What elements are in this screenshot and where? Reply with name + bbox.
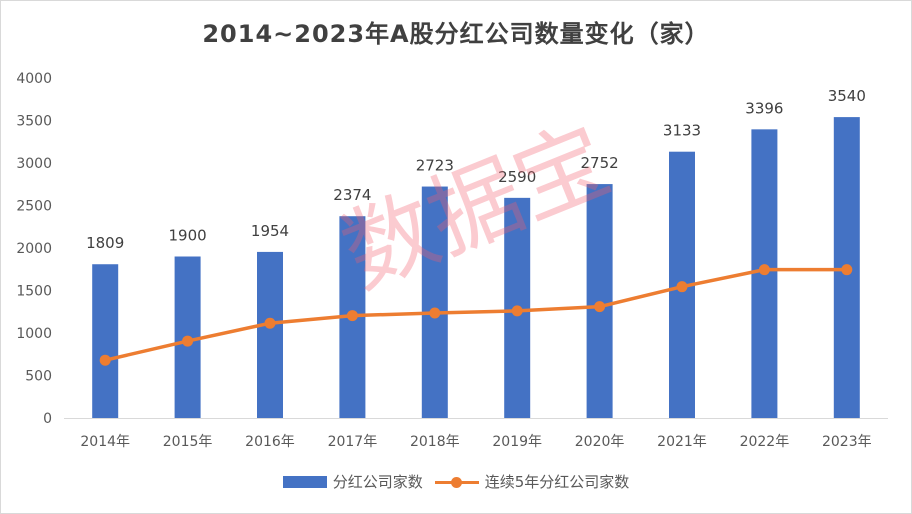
legend-item-line[interactable]: 连续5年分红公司家数: [434, 471, 630, 492]
bar-data-label: 3540: [828, 87, 866, 105]
bar-data-label: 3133: [663, 122, 701, 140]
bar-data-labels: 1809 1900 1954 2374 2723 2590 2752 3133 3396 3540: [86, 87, 866, 252]
line-point[interactable]: [841, 264, 853, 276]
bar-data-label: 2723: [416, 157, 454, 175]
line-series: [99, 264, 853, 366]
x-axis: 2014年 2015年 2016年 2017年 2018年 2019年 2020年 2021年…: [64, 418, 888, 450]
bar[interactable]: [92, 264, 119, 418]
x-tick-label: 2017年: [328, 434, 378, 450]
legend-item-bars[interactable]: 分红公司家数: [282, 471, 423, 492]
y-tick-label: 1000: [16, 326, 52, 342]
chart-legend: 分红公司家数 连续5年分红公司家数: [0, 471, 912, 492]
bar-data-label: 2590: [498, 168, 536, 186]
y-tick-label: 2000: [16, 241, 52, 257]
bar-data-label: 1900: [169, 227, 207, 245]
y-tick-label: 3500: [16, 114, 52, 130]
x-tick-label: 2020年: [575, 434, 625, 450]
bar-data-label: 1809: [86, 234, 124, 252]
legend-line-swatch: [434, 476, 479, 488]
y-axis: 0 500 1000 1500 2000 2500 3000 3500 4000: [16, 71, 52, 427]
x-tick-label: 2018年: [410, 434, 460, 450]
y-tick-label: 1500: [16, 284, 52, 300]
line-point[interactable]: [99, 354, 111, 366]
line-point[interactable]: [264, 317, 276, 329]
x-tick-label: 2019年: [492, 434, 542, 450]
legend-bar-swatch: [282, 475, 327, 488]
x-tick-label: 2015年: [163, 434, 213, 450]
y-tick-label: 500: [25, 369, 52, 385]
x-tick-label: 2014年: [80, 434, 130, 450]
x-tick-label: 2021年: [657, 434, 707, 450]
legend-label-bars: 分红公司家数: [332, 473, 423, 491]
chart-title: 2014~2023年A股分红公司数量变化（家）: [202, 20, 710, 48]
line-point[interactable]: [429, 307, 441, 319]
bar[interactable]: [257, 251, 283, 418]
bar-data-label: 3396: [745, 99, 783, 117]
bar-data-label: 2374: [333, 186, 371, 204]
x-tick-label: 2023年: [822, 434, 872, 450]
y-tick-label: 2500: [16, 199, 52, 215]
line-point[interactable]: [346, 310, 358, 322]
line-point[interactable]: [182, 335, 194, 347]
bar-data-label: 1954: [251, 222, 289, 240]
y-tick-label: 4000: [16, 71, 52, 87]
line-point[interactable]: [758, 264, 770, 276]
y-tick-label: 3000: [16, 156, 52, 172]
y-tick-label: 0: [43, 411, 52, 427]
legend-label-line: 连续5年分红公司家数: [484, 473, 630, 491]
bar[interactable]: [586, 184, 613, 418]
line-path: [104, 267, 847, 362]
line-point[interactable]: [594, 301, 606, 313]
bar-data-label: 2752: [581, 154, 619, 172]
line-point[interactable]: [511, 305, 523, 317]
x-tick-label: 2022年: [740, 434, 790, 450]
line-point[interactable]: [676, 281, 688, 293]
bar[interactable]: [421, 186, 448, 418]
x-tick-label: 2016年: [245, 434, 295, 450]
